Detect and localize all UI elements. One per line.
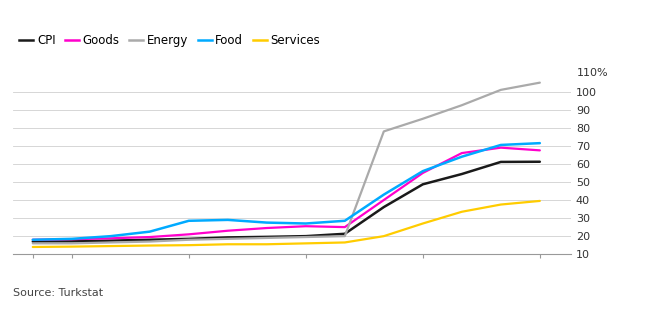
Text: Source: Turkstat: Source: Turkstat	[13, 288, 104, 298]
Legend: CPI, Goods, Energy, Food, Services: CPI, Goods, Energy, Food, Services	[19, 34, 320, 47]
Text: 110%: 110%	[576, 68, 608, 78]
